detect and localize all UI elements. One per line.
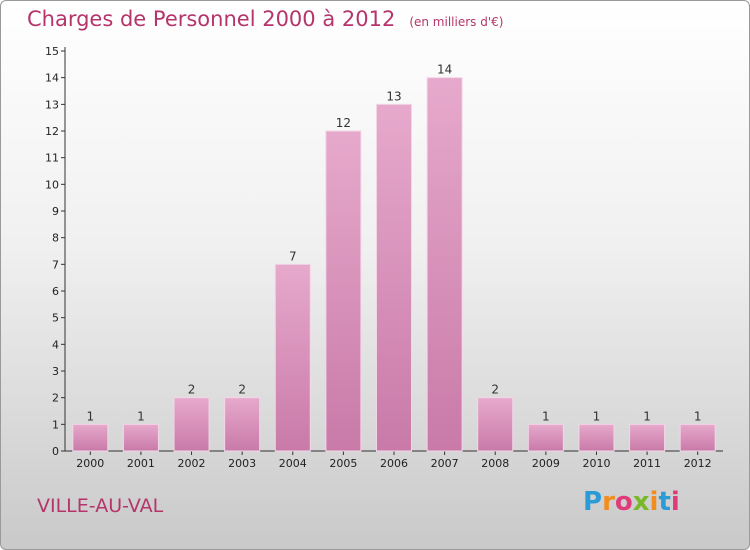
logo-letter: i xyxy=(649,487,659,517)
bar xyxy=(477,397,514,452)
data-label: 2 xyxy=(491,383,499,397)
logo-letter: o xyxy=(614,487,633,517)
logo-letter: i xyxy=(670,487,680,517)
y-tick-label: 13 xyxy=(45,98,59,111)
x-tick-label: 2004 xyxy=(279,457,307,470)
x-tick-label: 2002 xyxy=(178,457,206,470)
y-tick-label: 7 xyxy=(52,258,59,271)
y-tick-label: 5 xyxy=(52,312,59,325)
x-tick-label: 2006 xyxy=(380,457,408,470)
data-label: 12 xyxy=(336,116,351,130)
place-name: VILLE-AU-VAL xyxy=(37,495,164,517)
x-tick-label: 2010 xyxy=(582,457,610,470)
bar xyxy=(629,423,666,452)
data-label: 7 xyxy=(289,249,297,263)
bar xyxy=(173,397,210,452)
y-tick-label: 14 xyxy=(45,72,59,85)
x-tick-label: 2005 xyxy=(329,457,357,470)
bar xyxy=(376,103,412,452)
x-tick-label: 2011 xyxy=(633,457,661,470)
data-label: 1 xyxy=(137,409,145,423)
data-label: 1 xyxy=(694,409,702,423)
y-tick-label: 2 xyxy=(52,392,59,405)
bar xyxy=(122,423,159,452)
data-label: 1 xyxy=(542,409,550,423)
y-tick-label: 11 xyxy=(45,152,59,165)
y-tick-label: 3 xyxy=(52,365,59,378)
bar xyxy=(72,423,109,452)
bar xyxy=(274,263,311,452)
chart-title-block: Charges de Personnel 2000 à 2012 (en mill… xyxy=(27,7,503,31)
x-tick-label: 2003 xyxy=(228,457,256,470)
y-tick-label: 0 xyxy=(52,445,59,458)
y-tick-label: 9 xyxy=(52,205,59,218)
logo-letter: P xyxy=(583,487,603,517)
chart-subtitle: (en milliers d'€) xyxy=(409,15,504,29)
bar xyxy=(527,423,564,452)
bar xyxy=(224,397,261,452)
proxiti-logo: Proxiti xyxy=(583,487,680,517)
data-label: 2 xyxy=(188,383,196,397)
data-label: 14 xyxy=(437,63,452,77)
y-tick-label: 6 xyxy=(52,285,59,298)
y-tick-label: 8 xyxy=(52,232,59,245)
data-label: 1 xyxy=(86,409,94,423)
bar xyxy=(578,423,615,452)
data-label: 1 xyxy=(643,409,651,423)
data-label: 1 xyxy=(593,409,601,423)
bars xyxy=(72,77,716,452)
y-tick-label: 12 xyxy=(45,125,59,138)
x-tick-label: 2001 xyxy=(127,457,155,470)
bar xyxy=(426,77,463,452)
y-tick-label: 1 xyxy=(52,418,59,431)
x-tick-label: 2000 xyxy=(76,457,104,470)
logo-letter: r xyxy=(602,487,615,517)
x-tick-label: 2009 xyxy=(532,457,560,470)
data-label: 2 xyxy=(238,383,246,397)
x-tick-label: 2008 xyxy=(481,457,509,470)
y-tick-label: 10 xyxy=(45,178,59,191)
data-label: 13 xyxy=(386,89,401,103)
x-tick-label: 2012 xyxy=(684,457,712,470)
logo-letter: x xyxy=(632,487,650,517)
x-tick-label: 2007 xyxy=(431,457,459,470)
logo-letter: t xyxy=(658,487,671,517)
chart-title: Charges de Personnel 2000 à 2012 xyxy=(27,7,396,31)
y-tick-label: 4 xyxy=(52,338,59,351)
bar xyxy=(679,423,716,452)
bar xyxy=(325,130,362,452)
y-tick-label: 15 xyxy=(45,45,59,58)
